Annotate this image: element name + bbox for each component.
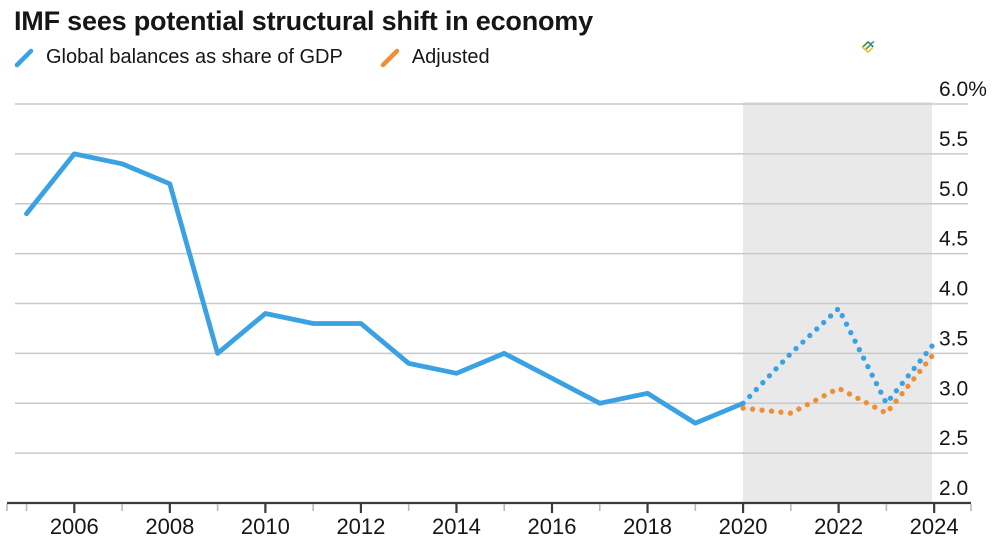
litefinance-logo [861,41,875,54]
logo-green-bar [865,43,872,50]
logo-yellow-chevron [861,46,874,54]
chart-legend: Global balances as share of GDP Adjusted [13,46,490,69]
y-axis-label: 2.5 [939,427,968,450]
x-axis-label: 2022 [814,514,863,539]
legend-item-adjusted: Adjusted [379,46,490,69]
x-axis-label: 2016 [528,514,577,539]
y-axis-label: 3.5 [939,327,968,350]
x-axis-label: 2008 [145,514,194,539]
y-axis-label: 5.0 [939,178,968,201]
orange-line-legend-icon [380,48,400,67]
y-axis-label: 4.0 [939,278,968,301]
page-title: IMF sees potential structural shift in e… [14,6,593,36]
legend-item-global-balances: Global balances as share of GDP [13,46,343,69]
legend-label: Global balances as share of GDP [46,46,343,68]
y-axis-label: 2.0 [939,477,968,500]
series-line-2 [740,350,937,416]
x-axis-label: 2006 [50,514,99,539]
logo-blue-stroke [869,41,875,45]
x-axis-label: 2012 [336,514,385,539]
x-axis-label: 2014 [432,514,481,539]
y-axis-label: 4.5 [939,228,968,251]
x-axis-label: 2024 [910,514,959,539]
y-axis-label: 5.5 [939,128,968,151]
series-line-0 [24,151,746,426]
series-line-1 [740,305,937,406]
x-axis-label: 2010 [241,514,290,539]
forecast-band [743,102,932,503]
y-axis-label: 3.0 [939,377,968,400]
blue-line-legend-icon [14,48,34,67]
legend-label: Adjusted [411,46,490,68]
x-axis-label: 2018 [623,514,672,539]
x-axis-label: 2020 [719,514,768,539]
y-axis-label: 6.0% [939,78,987,101]
